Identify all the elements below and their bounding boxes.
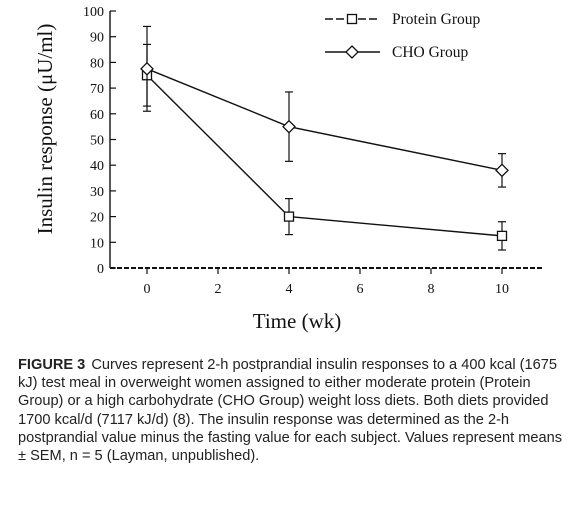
x-tick-label: 4: [286, 282, 293, 297]
y-tick-label: 90: [90, 31, 104, 46]
y-tick-label: 50: [90, 134, 104, 149]
series-protein-group: [141, 43, 508, 251]
axes: 0 10 20 30 40 50 60 70 80 90 100 0 2 4 6 8 10: [83, 5, 542, 297]
x-tick-label: 10: [495, 282, 509, 297]
y-axis-label: Insulin response (μU/ml): [33, 24, 57, 235]
y-tick-label: 10: [90, 236, 104, 251]
series-layer: [140, 25, 509, 251]
x-axis-label: Time (wk): [253, 309, 341, 333]
legend-label: Protein Group: [392, 11, 481, 28]
figure-label: FIGURE 3: [18, 357, 86, 373]
y-tick-label: 80: [90, 56, 104, 71]
figure-caption: FIGURE 3 Curves represent 2-h postprandia…: [18, 356, 563, 465]
legend: Protein Group CHO Group: [325, 11, 481, 61]
y-tick-label: 30: [90, 185, 104, 200]
y-tick-label: 70: [90, 82, 104, 97]
y-tick-label: 40: [90, 159, 104, 174]
data-point-diamond: [495, 163, 509, 178]
legend-square-marker: [346, 13, 358, 25]
y-tick-label: 0: [97, 262, 104, 277]
data-point-square: [496, 230, 508, 242]
x-tick-label: 2: [215, 282, 222, 297]
y-tick-label: 60: [90, 108, 104, 123]
caption-text: Curves represent 2-h postprandial insuli…: [18, 357, 563, 465]
legend-label: CHO Group: [392, 44, 468, 61]
legend-diamond-marker: [345, 45, 359, 59]
x-tick-label: 8: [428, 282, 435, 297]
x-tick-label: 6: [357, 282, 364, 297]
y-tick-label: 100: [83, 5, 104, 20]
series-line: [146, 68, 503, 172]
insulin-response-chart: 0 10 20 30 40 50 60 70 80 90 100 0 2 4 6 8 10 Protein Gr…: [33, 5, 542, 333]
x-tick-label: 0: [144, 282, 151, 297]
data-point-square: [283, 211, 295, 222]
data-point-diamond: [140, 61, 154, 76]
data-point-diamond: [282, 119, 296, 134]
y-tick-label: 20: [90, 211, 104, 226]
series-line: [146, 74, 503, 237]
series-cho-group: [140, 25, 509, 188]
